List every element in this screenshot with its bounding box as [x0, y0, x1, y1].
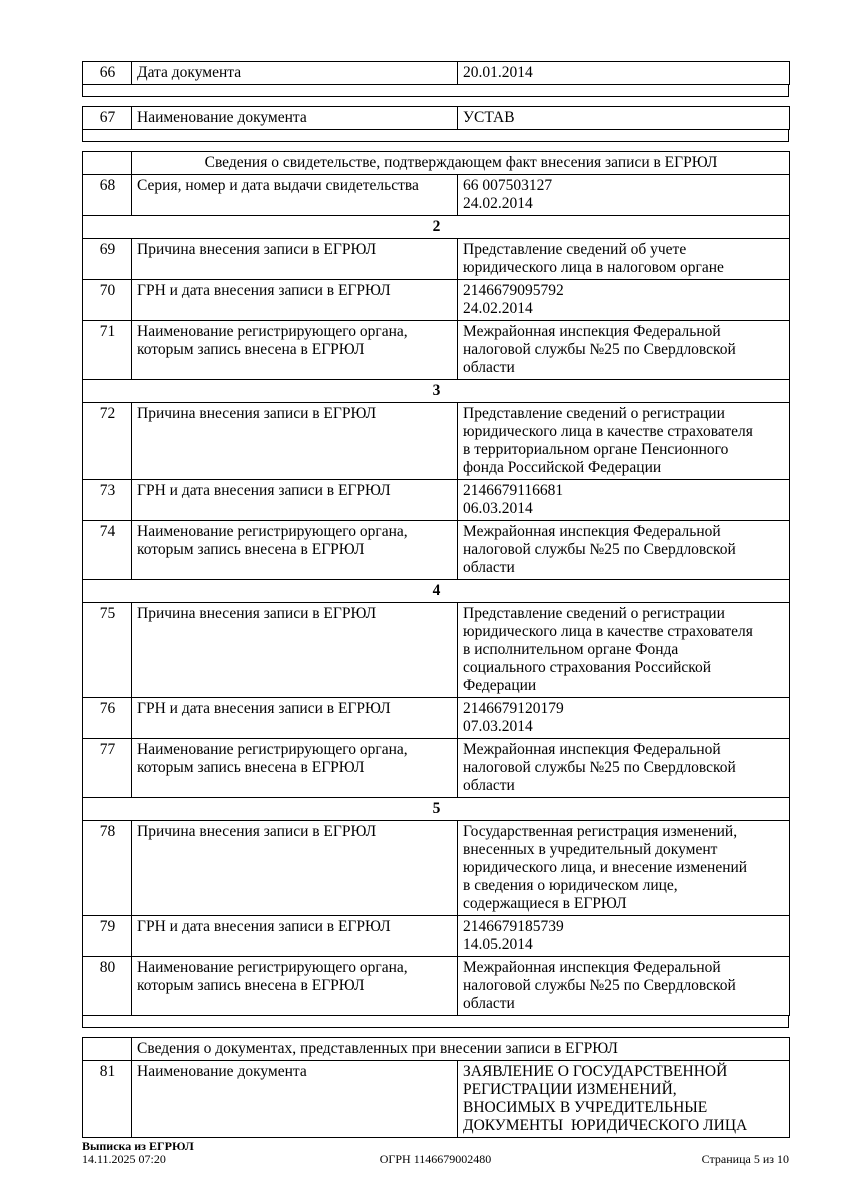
- footer-ogrn: ОГРН 1146679002480: [379, 1152, 492, 1166]
- table-row: 66 Дата документа 20.01.2014: [82, 61, 790, 85]
- row-label: ГРН и дата внесения записи в ЕГРЮЛ: [131, 479, 458, 521]
- table-block-documents: Сведения о документах, представленных пр…: [82, 1037, 791, 1138]
- row-number: 68: [82, 174, 132, 216]
- section-header-row: Сведения о свидетельстве, подтверждающем…: [82, 151, 791, 175]
- table-block-main: Сведения о свидетельстве, подтверждающем…: [81, 151, 791, 1016]
- section-number: 2: [81, 215, 791, 239]
- section-header-certificate: Сведения о свидетельстве, подтверждающем…: [130, 151, 791, 175]
- row-value: 2146679120179 07.03.2014: [456, 697, 791, 739]
- table-row: 81 Наименование документа ЗАЯВЛЕНИЕ О ГО…: [82, 1060, 791, 1138]
- footer-page-number: Страница 5 из 10: [701, 1152, 789, 1166]
- empty-spacer-row: [82, 1016, 789, 1028]
- row-number: 72: [82, 402, 132, 480]
- section-header-documents: Сведения о документах, представленных пр…: [130, 1037, 791, 1061]
- row-label: Наименование документа: [131, 1060, 458, 1138]
- row-number: 74: [82, 520, 132, 580]
- table-row: 73 ГРН и дата внесения записи в ЕГРЮЛ 21…: [82, 479, 791, 521]
- row-value: Представление сведений об учете юридичес…: [456, 238, 791, 280]
- section-header-row: Сведения о документах, представленных пр…: [82, 1037, 791, 1061]
- row-label: Причина внесения записи в ЕГРЮЛ: [131, 402, 458, 480]
- table-row: 68 Серия, номер и дата выдачи свидетельс…: [82, 174, 791, 216]
- row-label: Дата документа: [131, 61, 458, 85]
- row-number: 75: [82, 602, 132, 698]
- row-label: Наименование регистрирующего органа, кот…: [131, 738, 458, 798]
- table-row: 79 ГРН и дата внесения записи в ЕГРЮЛ 21…: [82, 915, 791, 957]
- row-label: Причина внесения записи в ЕГРЮЛ: [131, 238, 458, 280]
- row-value: 2146679185739 14.05.2014: [456, 915, 791, 957]
- section-number: 4: [81, 579, 791, 603]
- footer-doc-type: Выписка из ЕГРЮЛ: [82, 1139, 194, 1153]
- block-gap: [82, 1028, 789, 1037]
- table-row: 69 Причина внесения записи в ЕГРЮЛ Предс…: [82, 238, 791, 280]
- row-label: ГРН и дата внесения записи в ЕГРЮЛ: [131, 279, 458, 321]
- empty-spacer-row: [82, 130, 789, 142]
- row-value: Межрайонная инспекция Федеральной налого…: [456, 738, 791, 798]
- empty-cell: [82, 1037, 132, 1061]
- section-number: 5: [81, 797, 791, 821]
- section-number-row: 3: [81, 379, 791, 403]
- footer-left-block: Выписка из ЕГРЮЛ 14.11.2025 07:20: [82, 1140, 282, 1166]
- row-value: Межрайонная инспекция Федеральной налого…: [456, 320, 791, 380]
- row-number: 77: [82, 738, 132, 798]
- row-label: ГРН и дата внесения записи в ЕГРЮЛ: [131, 915, 458, 957]
- row-number: 70: [82, 279, 132, 321]
- section-number-row: 5: [81, 797, 791, 821]
- row-number: 69: [82, 238, 132, 280]
- table-row: 72 Причина внесения записи в ЕГРЮЛ Предс…: [82, 402, 791, 480]
- section-number-row: 2: [81, 215, 791, 239]
- table-block-row-66: 66 Дата документа 20.01.2014: [82, 61, 790, 85]
- table-row: 78 Причина внесения записи в ЕГРЮЛ Госуд…: [82, 820, 791, 916]
- table-row: 76 ГРН и дата внесения записи в ЕГРЮЛ 21…: [82, 697, 791, 739]
- empty-cell: [82, 151, 132, 175]
- empty-spacer-row: [82, 85, 789, 97]
- row-number: 80: [82, 956, 132, 1016]
- block-gap: [82, 97, 789, 106]
- row-number: 67: [82, 106, 132, 130]
- row-number: 78: [82, 820, 132, 916]
- row-value: 2146679116681 06.03.2014: [456, 479, 791, 521]
- row-label: Наименование документа: [131, 106, 458, 130]
- row-value: Представление сведений о регистрации юри…: [456, 402, 791, 480]
- row-label: Наименование регистрирующего органа, кот…: [131, 320, 458, 380]
- row-label: Причина внесения записи в ЕГРЮЛ: [131, 820, 458, 916]
- row-value: Межрайонная инспекция Федеральной налого…: [456, 520, 791, 580]
- row-value: Государственная регистрация изменений, в…: [456, 820, 791, 916]
- row-number: 79: [82, 915, 132, 957]
- row-value: 20.01.2014: [457, 61, 790, 85]
- row-number: 71: [82, 320, 132, 380]
- row-label: Наименование регистрирующего органа, кот…: [131, 956, 458, 1016]
- section-number: 3: [81, 379, 791, 403]
- row-value: ЗАЯВЛЕНИЕ О ГОСУДАРСТВЕННОЙ РЕГИСТРАЦИИ …: [456, 1060, 791, 1138]
- row-value: УСТАВ: [457, 106, 790, 130]
- table-row: 77 Наименование регистрирующего органа, …: [82, 738, 791, 798]
- row-value: 2146679095792 24.02.2014: [456, 279, 791, 321]
- row-label: Причина внесения записи в ЕГРЮЛ: [131, 602, 458, 698]
- row-label: ГРН и дата внесения записи в ЕГРЮЛ: [131, 697, 458, 739]
- row-value: Представление сведений о регистрации юри…: [456, 602, 791, 698]
- table-row: 71 Наименование регистрирующего органа, …: [82, 320, 791, 380]
- row-value: 66 007503127 24.02.2014: [456, 174, 791, 216]
- table-row: 80 Наименование регистрирующего органа, …: [82, 956, 791, 1016]
- table-row: 74 Наименование регистрирующего органа, …: [82, 520, 791, 580]
- row-number: 81: [82, 1060, 132, 1138]
- row-number: 76: [82, 697, 132, 739]
- document-content: 66 Дата документа 20.01.2014 67 Наименов…: [81, 61, 791, 1138]
- section-number-row: 4: [81, 579, 791, 603]
- row-number: 66: [82, 61, 132, 85]
- row-label: Серия, номер и дата выдачи свидетельства: [131, 174, 458, 216]
- table-row: 67 Наименование документа УСТАВ: [82, 106, 790, 130]
- block-gap: [82, 142, 789, 151]
- page-footer: Выписка из ЕГРЮЛ 14.11.2025 07:20 ОГРН 1…: [82, 1140, 789, 1166]
- row-value: Межрайонная инспекция Федеральной налого…: [456, 956, 791, 1016]
- row-number: 73: [82, 479, 132, 521]
- footer-datetime: 14.11.2025 07:20: [82, 1152, 166, 1166]
- table-row: 70 ГРН и дата внесения записи в ЕГРЮЛ 21…: [82, 279, 791, 321]
- table-block-row-67: 67 Наименование документа УСТАВ: [82, 106, 790, 130]
- table-row: 75 Причина внесения записи в ЕГРЮЛ Предс…: [82, 602, 791, 698]
- row-label: Наименование регистрирующего органа, кот…: [131, 520, 458, 580]
